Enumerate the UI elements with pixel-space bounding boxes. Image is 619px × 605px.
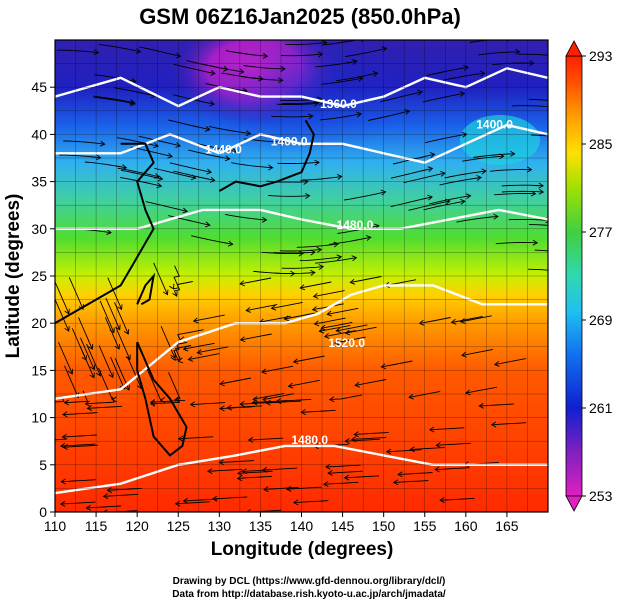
y-tick-label: 10: [31, 410, 47, 426]
contour-label: 1400.0: [271, 135, 308, 149]
contour-labels: 1360.0 1400.0 1440.0 1480.0 1520.0 1480.0 1400…: [205, 97, 513, 447]
contour-label: 1480.0: [337, 218, 374, 232]
colorbar-tick-label: 293: [589, 48, 613, 64]
colorbar-tick-label: 253: [589, 488, 613, 504]
credit-drawing: Drawing by DCL (https://www.gfd-dennou.o…: [173, 576, 446, 587]
x-tick-label: 115: [85, 518, 108, 534]
y-axis-ticks: 0 5 10 15 20 25 30 35 40 45: [31, 79, 55, 520]
wind-streamlines: [55, 40, 548, 512]
colorbar: 293 285 277 269 261 253: [565, 40, 613, 512]
x-tick-label: 110: [44, 518, 67, 534]
y-tick-label: 40: [31, 126, 47, 142]
figure-title: GSM 06Z16Jan2025 (850.0hPa): [139, 4, 461, 29]
temperature-field: [55, 40, 548, 512]
lat-lon-grid: [55, 40, 548, 512]
x-tick-label: 120: [125, 518, 149, 534]
x-axis-label: Longitude (degrees): [211, 539, 394, 560]
x-axis-ticks: 110 115 120 125 130 135 140 145 150 155 160 165: [44, 512, 519, 534]
x-tick-label: 130: [208, 518, 232, 534]
colorbar-tick-label: 261: [589, 400, 613, 416]
x-tick-label: 135: [249, 518, 273, 534]
contour-label: 1440.0: [205, 142, 242, 156]
colorbar-tick-label: 285: [589, 136, 613, 152]
colorbar-tick-label: 269: [589, 312, 613, 328]
y-tick-label: 15: [31, 362, 47, 378]
y-tick-label: 45: [31, 79, 47, 95]
contour-label: 1360.0: [320, 97, 357, 111]
contour-label: 1400.0: [476, 118, 513, 132]
contour-label: 1520.0: [328, 336, 365, 350]
y-tick-label: 0: [39, 504, 47, 520]
x-tick-label: 165: [495, 518, 519, 534]
x-tick-label: 140: [290, 518, 314, 534]
y-tick-label: 25: [31, 268, 47, 284]
y-tick-label: 30: [31, 221, 47, 237]
y-tick-label: 5: [39, 457, 47, 473]
x-tick-label: 145: [331, 518, 355, 534]
x-tick-label: 150: [372, 518, 396, 534]
x-tick-label: 125: [167, 518, 191, 534]
x-tick-label: 155: [413, 518, 437, 534]
x-tick-label: 160: [454, 518, 478, 534]
colorbar-min-arrow: [565, 495, 583, 512]
colorbar-tick-label: 277: [589, 224, 613, 240]
y-axis-label: Latitude (degrees): [3, 194, 24, 359]
y-tick-label: 20: [31, 315, 47, 331]
colorbar-max-arrow: [565, 40, 583, 57]
contour-label: 1480.0: [291, 433, 328, 447]
y-tick-label: 35: [31, 174, 47, 190]
credit-data: Data from http://database.rish.kyoto-u.a…: [172, 589, 446, 600]
